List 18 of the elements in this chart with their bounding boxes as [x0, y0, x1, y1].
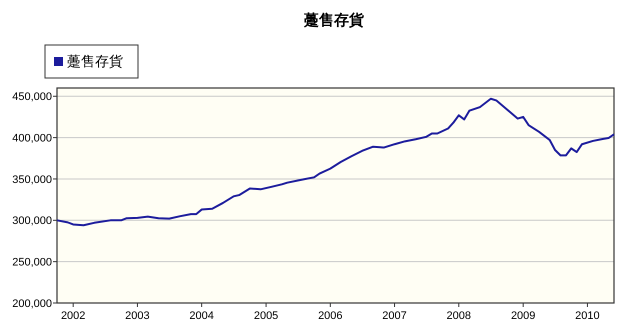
x-tick-label: 2003: [125, 310, 150, 322]
chart-title: 躉售存貨: [303, 12, 364, 29]
x-tick-label: 2002: [60, 310, 86, 322]
x-tick-label: 2008: [446, 310, 472, 322]
y-tick-label: 300,000: [12, 215, 52, 228]
y-tick-label: 400,000: [12, 132, 52, 144]
y-tick-label: 200,000: [12, 298, 52, 310]
y-tick-label: 250,000: [12, 256, 52, 269]
x-tick-label: 2005: [254, 310, 278, 322]
x-tick-label: 2007: [382, 310, 407, 322]
x-tick-label: 2006: [318, 310, 343, 322]
line-series: [56, 98, 615, 226]
y-tick-label: 450,000: [12, 91, 52, 104]
x-tick-label: 2004: [189, 310, 214, 322]
y-tick-label: 350,000: [12, 174, 52, 186]
legend-label: 躉售存貨: [67, 53, 123, 69]
x-tick-label: 2010: [575, 310, 600, 322]
x-tick-label: 2009: [510, 310, 536, 322]
